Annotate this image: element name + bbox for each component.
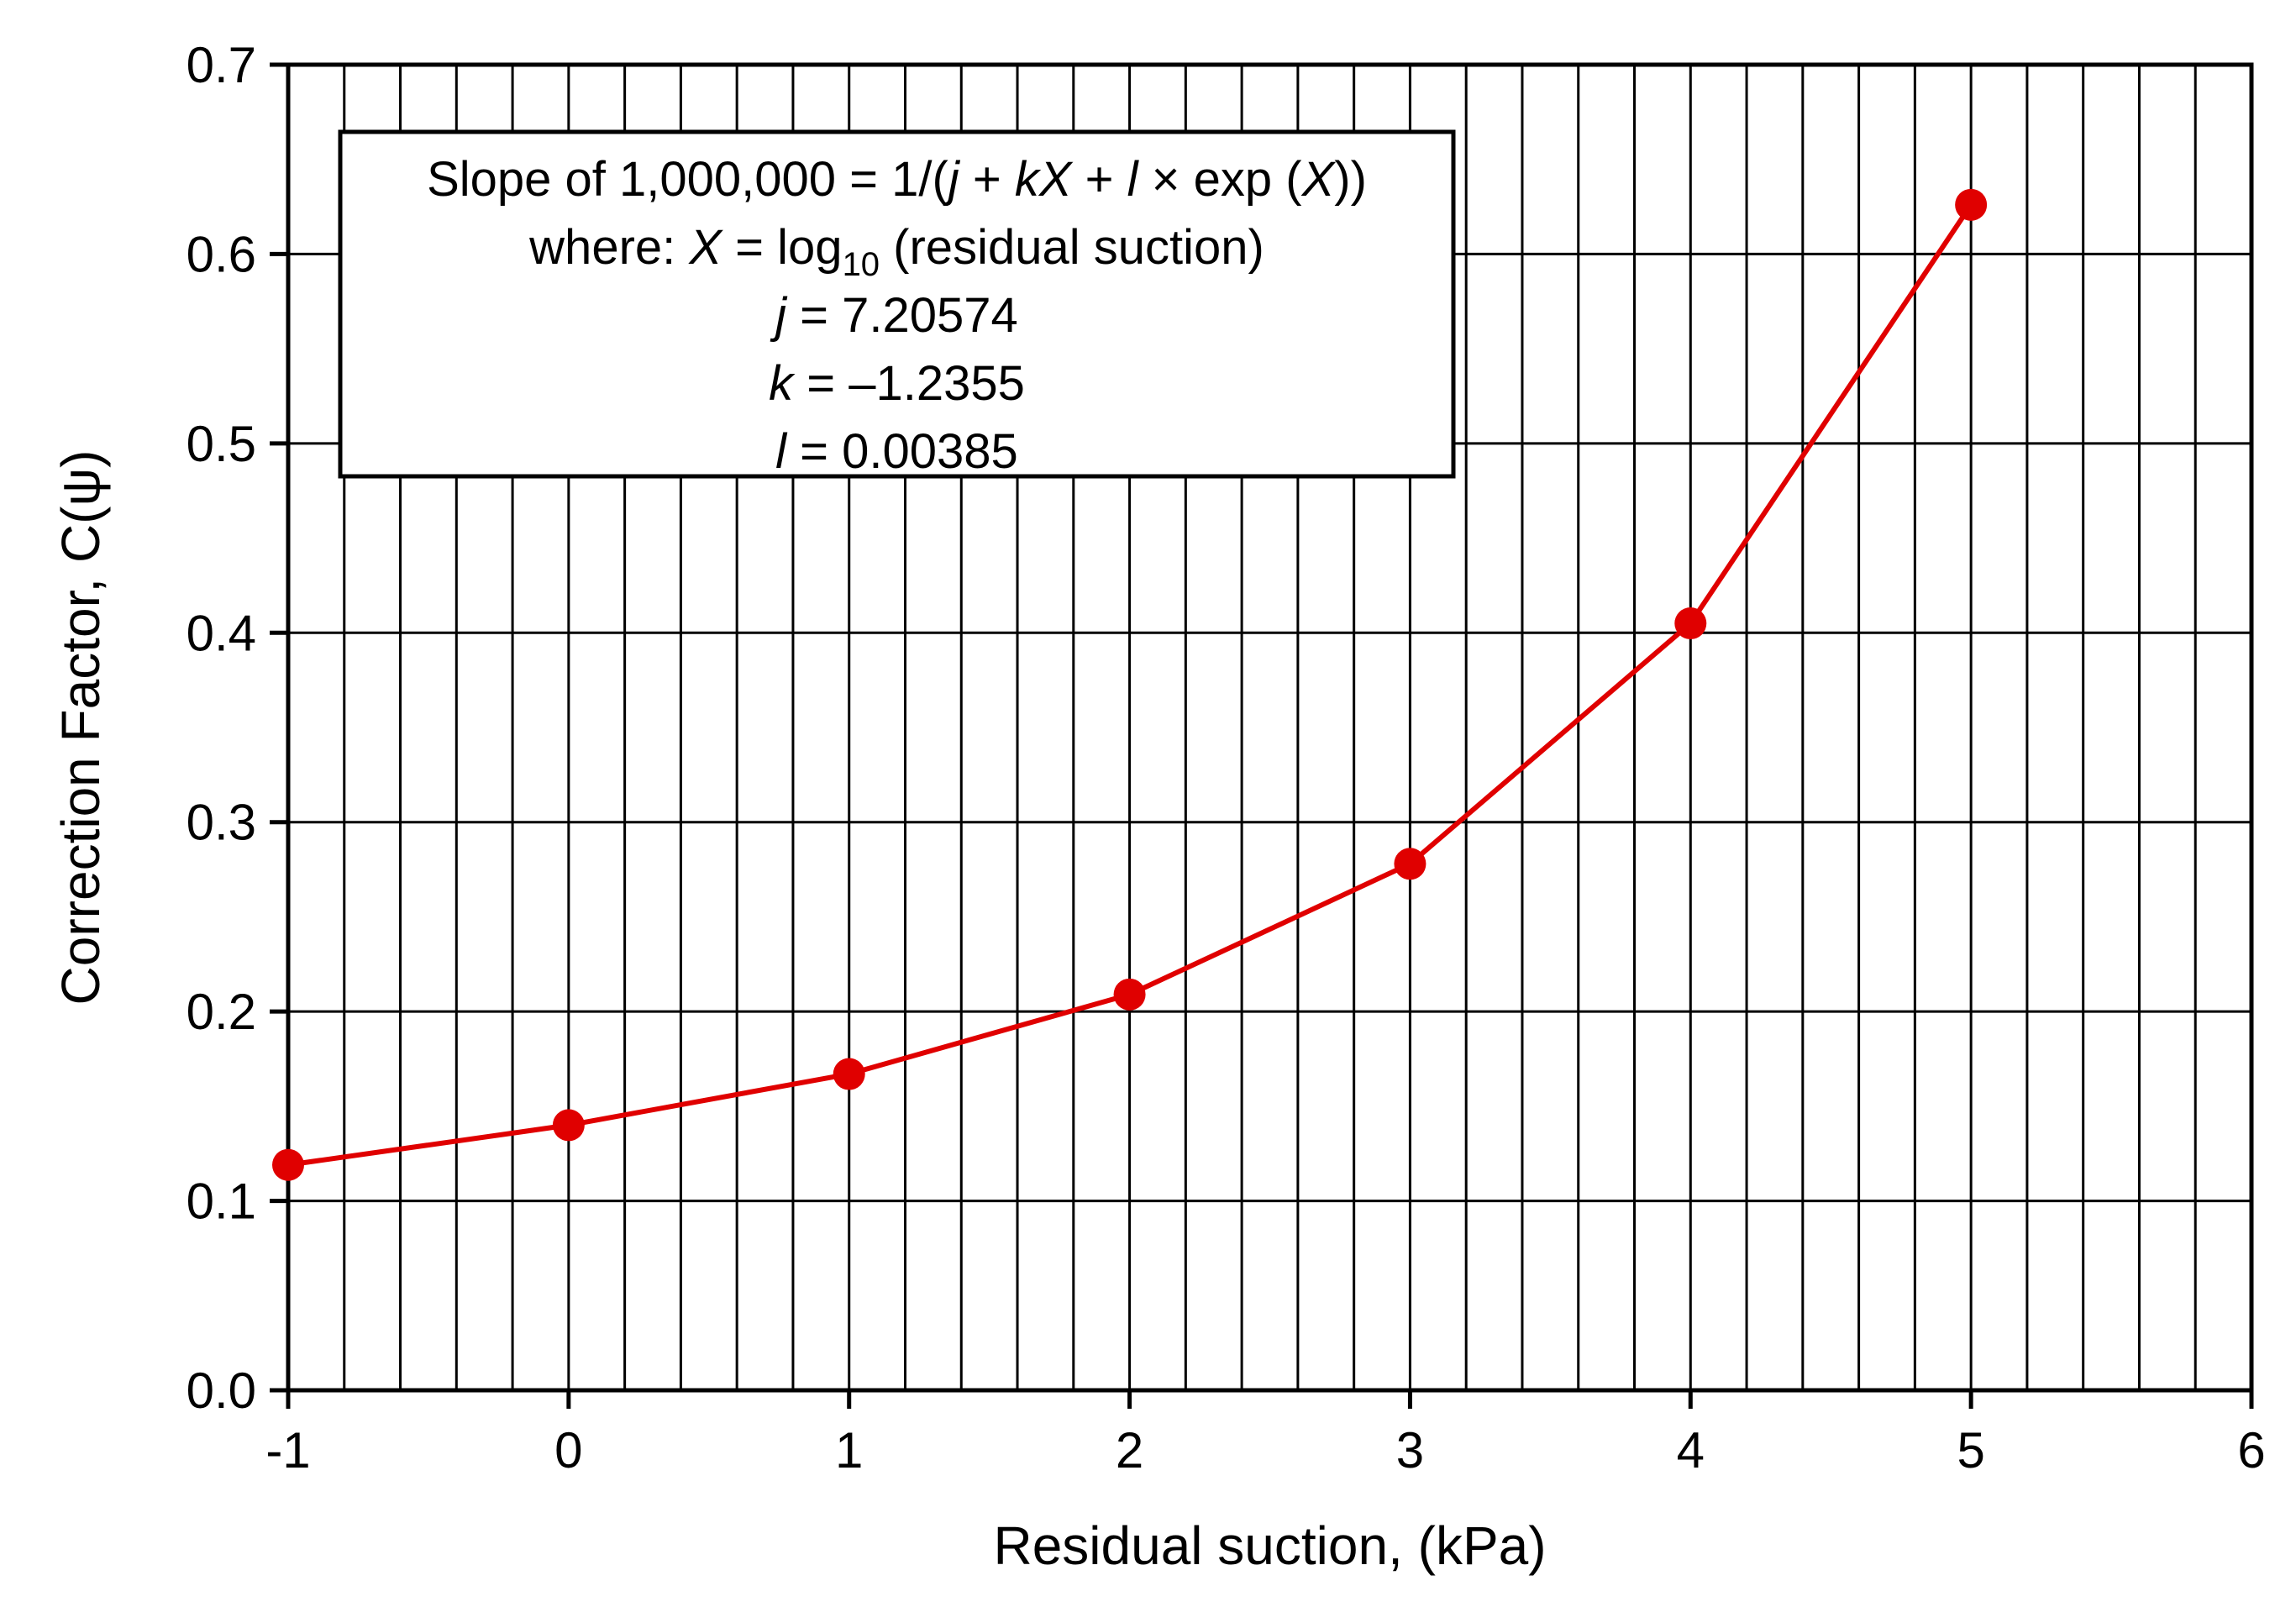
x-tick-label: -1 xyxy=(265,1422,310,1478)
x-axis-title: Residual suction, (kPa) xyxy=(993,1515,1546,1576)
y-tick-label: 0.6 xyxy=(187,226,256,282)
annotation-box xyxy=(338,129,1456,479)
x-tick-label: 0 xyxy=(554,1422,582,1478)
y-tick-label: 0.3 xyxy=(187,795,256,851)
annotation-line-equation: Slope of 1,000,000 = 1/(j + kX + l × exp… xyxy=(427,152,1367,207)
axis-ticks xyxy=(270,62,2254,1409)
data-point xyxy=(272,1148,304,1181)
x-tick-label: 5 xyxy=(1957,1422,1984,1478)
x-tick-label: 4 xyxy=(1677,1422,1705,1478)
y-tick-label: 0.1 xyxy=(187,1174,256,1230)
y-tick-labels: 0.0 0.1 0.2 0.3 0.4 0.5 0.6 0.7 xyxy=(187,37,256,1419)
x-tick-labels: -1 0 1 2 3 4 5 6 xyxy=(265,1422,2265,1478)
y-axis-title: Correction Factor, C(ψ) xyxy=(50,450,111,1006)
data-point xyxy=(1674,607,1707,640)
annotation-line-k: k = –1.2355 xyxy=(769,356,1025,411)
series-layer xyxy=(272,188,1988,1181)
annotation-line-where: where: X = log10 (residual suction) xyxy=(528,220,1264,283)
data-point xyxy=(552,1109,585,1142)
y-tick-label: 0.2 xyxy=(187,984,256,1040)
x-tick-label: 2 xyxy=(1116,1422,1143,1478)
equation-annotation: Slope of 1,000,000 = 1/(j + kX + l × exp… xyxy=(338,129,1456,479)
data-point xyxy=(1955,188,1988,221)
y-tick-label: 0.0 xyxy=(187,1363,256,1419)
data-point xyxy=(1113,978,1146,1011)
data-point xyxy=(833,1058,865,1090)
x-tick-label: 6 xyxy=(2237,1422,2265,1478)
data-point xyxy=(1394,848,1426,880)
annotation-line-l: l = 0.00385 xyxy=(775,424,1018,479)
y-tick-label: 0.4 xyxy=(187,605,256,661)
annotation-line-j: j = 7.20574 xyxy=(770,288,1018,343)
plot-frame xyxy=(286,62,2254,1393)
y-tick-label: 0.7 xyxy=(187,37,256,93)
y-tick-label: 0.5 xyxy=(187,416,256,472)
x-tick-label: 1 xyxy=(835,1422,863,1478)
x-tick-label: 3 xyxy=(1396,1422,1424,1478)
